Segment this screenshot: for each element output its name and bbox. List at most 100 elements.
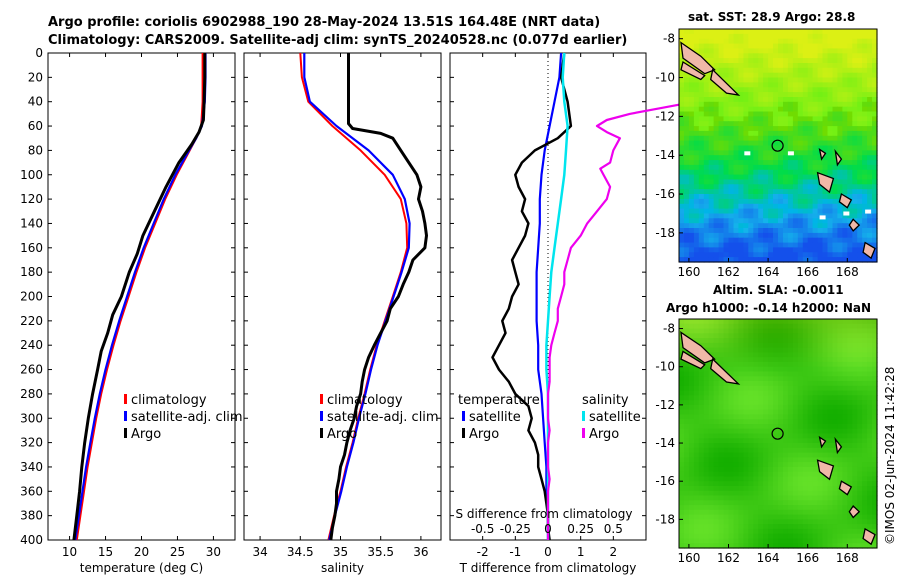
sla-lat-tick-label: -16 <box>655 474 675 488</box>
S-legend-label: Argo <box>589 427 619 442</box>
depth-tick-label: 80 <box>28 143 43 157</box>
sla-island-coastline <box>818 435 827 449</box>
sst-lat-tick-label: -14 <box>655 148 675 162</box>
sst-island-coastline <box>818 147 827 161</box>
salinity-legend-label: Argo <box>327 427 357 442</box>
sst-lon-tick-label: 168 <box>836 265 859 279</box>
sla-island-coastline <box>862 527 876 546</box>
sla-map-raster <box>679 319 878 549</box>
salinity-satellite-line <box>303 53 411 541</box>
S-xtick-label: 0.25 <box>567 522 594 536</box>
sla-lon-tick-label: 160 <box>677 551 700 565</box>
temperature-xtick-label: 15 <box>98 545 113 559</box>
sst-missing-data-cell <box>865 209 872 214</box>
sst-map-raster <box>679 29 878 263</box>
sst-map-title: sat. SST: 28.9 Argo: 28.8 <box>688 10 856 24</box>
T-argo-diff-line <box>491 52 573 541</box>
S-xtick-label: -0.25 <box>500 522 531 536</box>
sla-island-coastline <box>680 331 716 364</box>
temperature-legend-label: climatology <box>131 393 207 408</box>
salinity-xtick-label: 34.5 <box>287 545 314 559</box>
sla-lat-tick-label: -8 <box>663 322 675 336</box>
depth-tick-label: 200 <box>20 290 43 304</box>
salinity-xtick-label: 35 <box>333 545 348 559</box>
salinity-legend-label: satellite-adj. clim <box>327 410 439 425</box>
temperature-legend-swatch <box>124 411 127 421</box>
S-legend-swatch <box>582 428 585 438</box>
sst-lon-tick-label: 160 <box>677 265 700 279</box>
S-xtick-label: 0.5 <box>604 522 623 536</box>
salinity-xtick-label: 36 <box>413 545 428 559</box>
sst-island-coastline <box>680 60 706 81</box>
salinity-legend-swatch <box>320 428 323 438</box>
sla-lat-tick-label: -18 <box>655 512 675 526</box>
S-xtick-label: -0.5 <box>471 522 494 536</box>
salinity-legend-label: climatology <box>327 393 403 408</box>
depth-tick-label: 140 <box>20 216 43 230</box>
sst-lat-tick-label: -18 <box>655 226 675 240</box>
salinity-argo-line <box>329 53 428 541</box>
S-xtick-label: 0 <box>544 522 552 536</box>
sst-map-frame <box>678 28 878 263</box>
sla-island-coastline <box>680 350 706 370</box>
sla-lon-tick-label: 166 <box>796 551 819 565</box>
depth-tick-label: 120 <box>20 192 43 206</box>
sla-island-coastline <box>709 357 741 385</box>
sst-lon-tick-label: 162 <box>717 265 740 279</box>
sla-map-frame <box>678 318 878 549</box>
sla-island-coastline <box>834 436 843 455</box>
T-satellite-diff-line <box>535 52 563 540</box>
depth-tick-label: 320 <box>20 436 43 450</box>
temperature-legend-label: Argo <box>131 427 161 442</box>
depth-tick-label: 340 <box>20 460 43 474</box>
sst-island-coastline <box>709 68 741 96</box>
temperature-xtick-label: 20 <box>134 545 149 559</box>
sst-island-coastline <box>816 171 835 194</box>
depth-tick-label: 380 <box>20 509 43 523</box>
sla-map-title-line1: Altim. SLA: -0.0011 <box>713 283 844 297</box>
sst-missing-data-cell <box>744 151 751 156</box>
differences-xtick-label: 2 <box>610 545 618 559</box>
figure-title-line2: Climatology: CARS2009. Satellite-adj cli… <box>48 33 628 48</box>
sla-lon-tick-label: 164 <box>757 551 780 565</box>
S-argo-diff-line <box>546 52 713 540</box>
sst-lon-tick-label: 164 <box>757 265 780 279</box>
depth-tick-label: 280 <box>20 387 43 401</box>
sst-island-coastline <box>838 192 853 209</box>
sla-lon-tick-label: 162 <box>717 551 740 565</box>
temperature-xtick-label: 30 <box>206 545 221 559</box>
sst-lat-tick-label: -10 <box>655 71 675 85</box>
S-legend-label: salinity <box>582 393 629 408</box>
T-legend-label: satellite <box>469 410 521 425</box>
differences-xlabel: T difference from climatology <box>459 561 637 575</box>
sla-map-title-line2: Argo h1000: -0.14 h2000: NaN <box>666 301 872 315</box>
sla-lat-tick-label: -12 <box>655 398 675 412</box>
depth-tick-label: 20 <box>28 70 43 84</box>
sla-island-coastline <box>838 480 853 496</box>
depth-tick-label: 40 <box>28 95 43 109</box>
temperature-xlabel: temperature (deg C) <box>80 561 203 575</box>
sst-island-coastline <box>834 148 843 167</box>
temperature-plot-frame <box>47 52 236 541</box>
sla-argo-location-marker <box>771 427 784 440</box>
imos-timestamp: ©IMOS 02-Jun-2024 11:42:28 <box>883 366 897 545</box>
T-legend-swatch <box>462 428 465 438</box>
depth-tick-label: 240 <box>20 338 43 352</box>
sst-island-coastline <box>862 241 876 260</box>
differences-xtick-label: -1 <box>509 545 521 559</box>
temperature-legend-label: satellite-adj. clim <box>131 410 243 425</box>
depth-tick-label: 260 <box>20 363 43 377</box>
S-difference-xlabel: S difference from climatology <box>456 507 633 521</box>
sla-lat-tick-label: -14 <box>655 436 675 450</box>
sst-argo-location-marker <box>771 139 784 152</box>
sla-lat-tick-label: -10 <box>655 360 675 374</box>
sla-lon-tick-label: 168 <box>836 551 859 565</box>
sst-lon-tick-label: 166 <box>796 265 819 279</box>
sst-missing-data-cell <box>819 215 826 220</box>
salinity-legend-swatch <box>320 411 323 421</box>
depth-tick-label: 60 <box>28 119 43 133</box>
salinity-xtick-label: 34 <box>252 545 267 559</box>
sla-island-coastline <box>816 459 835 481</box>
temperature-xtick-label: 10 <box>62 545 77 559</box>
sst-island-coastline <box>680 41 716 75</box>
